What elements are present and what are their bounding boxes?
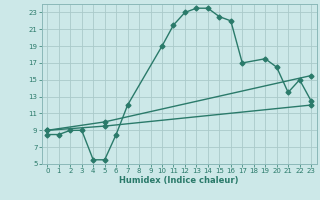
X-axis label: Humidex (Indice chaleur): Humidex (Indice chaleur) [119, 176, 239, 185]
